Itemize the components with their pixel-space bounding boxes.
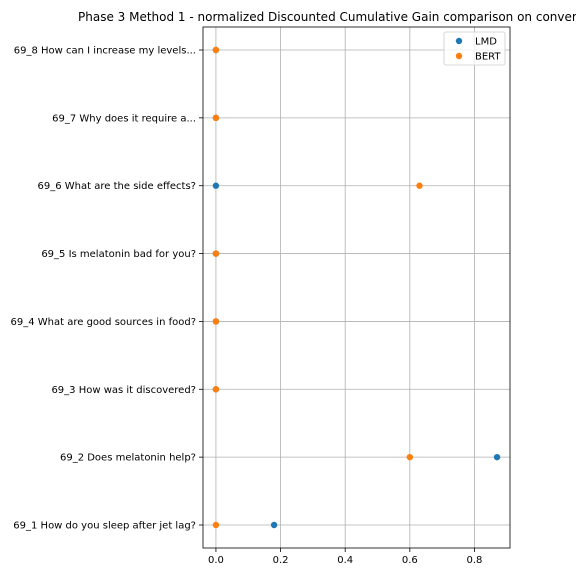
y-tick-label: 69_1 How do you sleep after jet lag?: [13, 521, 196, 532]
legend-marker: [455, 37, 463, 45]
y-tick-label: 69_3 How was it discovered?: [51, 385, 196, 396]
y-axis: 69_1 How do you sleep after jet lag? 69_2…: [11, 46, 203, 532]
y-tick-label: 69_5 Is melatonin bad for you?: [41, 249, 196, 260]
x-tick-label: 0.2: [273, 555, 289, 566]
legend: LMD BERT: [443, 31, 506, 66]
series-layer: [212, 46, 501, 529]
x-tick-label: 0.8: [466, 555, 482, 566]
point-bert: [212, 250, 220, 257]
x-axis: 0.0 0.2 0.4 0.6 0.8: [208, 548, 482, 566]
plot-frame: [202, 26, 511, 549]
point-bert: [212, 114, 220, 122]
point-bert: [416, 182, 423, 189]
grid: [203, 27, 510, 548]
series-lmd: [212, 46, 501, 529]
point-bert: [212, 521, 220, 529]
legend-marker: [455, 52, 463, 60]
point-bert: [212, 386, 220, 393]
y-tick-label: 69_8 How can I increase my levels...: [14, 46, 196, 57]
point-bert: [212, 318, 220, 325]
y-tick-label: 69_7 Why does it require a...: [52, 113, 196, 124]
chart-title: Phase 3 Method 1 - normalized Discounted…: [78, 10, 576, 24]
y-tick-label: 69_4 What are good sources in food?: [11, 317, 196, 328]
point-lmd: [212, 182, 220, 189]
legend-label: LMD: [475, 37, 497, 48]
x-tick-label: 0.6: [402, 555, 418, 566]
point-bert: [212, 46, 220, 54]
x-tick-label: 0.0: [208, 555, 224, 566]
point-lmd: [493, 453, 501, 461]
y-tick-label: 69_6 What are the side effects?: [38, 181, 196, 192]
point-bert: [406, 453, 414, 461]
legend-label: BERT: [475, 52, 501, 63]
y-tick-label: 69_2 Does melatonin help?: [60, 453, 196, 464]
series-bert: [212, 46, 423, 529]
x-tick-label: 0.4: [337, 555, 353, 566]
point-lmd: [270, 521, 278, 529]
